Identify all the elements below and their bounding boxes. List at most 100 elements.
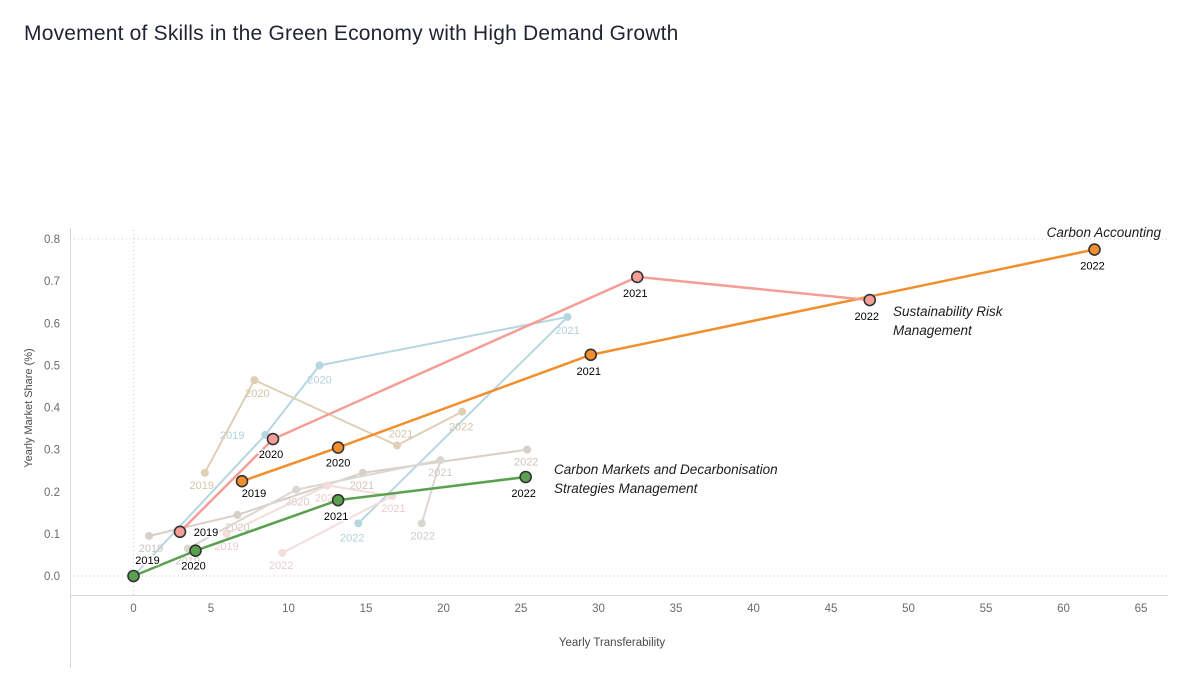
data-point-Carbon Markets and Decarbonisation Strategies Management-2021[interactable] — [331, 493, 345, 507]
data-point-faded-pink-2022[interactable] — [278, 548, 287, 557]
year-label-Sustainability Risk Management: 2020 — [259, 449, 283, 461]
year-label-Carbon Accounting: 2019 — [242, 488, 266, 500]
year-label-faded-light-blue: 2022 — [340, 532, 364, 544]
series-line-Carbon Markets and Decarbonisation Strategies Management — [132, 475, 527, 578]
year-label-faded-gray-2: 2019 — [176, 556, 200, 568]
year-label-faded-tan: 2021 — [389, 428, 413, 440]
axes — [70, 228, 1168, 668]
y-tick-label: 0.8 — [44, 234, 60, 246]
y-axis-title: Yearly Market Share (%) — [23, 348, 35, 467]
y-tick-label: 0.4 — [44, 403, 61, 415]
data-point-faded-light-blue-2021[interactable] — [563, 312, 572, 321]
data-point-Carbon Markets and Decarbonisation Strategies Management-2019[interactable] — [127, 569, 140, 583]
year-label-faded-pink: 2022 — [269, 560, 293, 572]
data-point-Sustainability Risk Management-2020[interactable] — [266, 432, 280, 446]
data-point-faded-tan-2022[interactable] — [458, 407, 467, 416]
data-point-faded-gray-1-2020[interactable] — [233, 510, 242, 519]
year-label-faded-gray-2: 2021 — [428, 467, 452, 479]
y-tick-label: 0.5 — [44, 360, 60, 372]
series-line-Sustainability Risk Management — [178, 275, 871, 534]
y-tick-label: 0.2 — [44, 487, 60, 499]
data-point-Carbon Accounting-2020[interactable] — [331, 441, 345, 454]
x-tick-label: 20 — [437, 603, 450, 615]
x-tick-label: 45 — [825, 603, 838, 615]
x-tick-label: 65 — [1135, 603, 1148, 615]
y-tick-label: 0.3 — [44, 445, 60, 457]
x-tick-label: 60 — [1057, 603, 1070, 615]
data-point-faded-gray-1-2022[interactable] — [523, 445, 532, 454]
tick-labels: 0 5 10 15 20 25 30 35 40 45 50 55 60 65 0.0 0.1 0.2 0.3 0.… — [23, 234, 1147, 649]
series-annotation: Carbon Accounting — [1047, 225, 1162, 240]
data-point-Carbon Accounting-2022[interactable] — [1088, 243, 1101, 256]
data-point-faded-gray-1-2019[interactable] — [145, 531, 153, 540]
year-label-faded-light-blue: 2020 — [307, 374, 331, 386]
series-line-Carbon Accounting — [240, 248, 1096, 483]
x-tick-label: 0 — [130, 603, 136, 615]
x-tick-label: 10 — [282, 603, 295, 615]
year-label-Carbon Accounting: 2022 — [1080, 261, 1104, 273]
year-label-faded-tan: 2022 — [449, 422, 473, 434]
data-point-Carbon Accounting-2021[interactable] — [584, 348, 598, 362]
data-point-Sustainability Risk Management-2022[interactable] — [863, 293, 877, 307]
year-label-Carbon Accounting: 2021 — [577, 366, 601, 378]
series-line-faded-gray-2 — [186, 459, 442, 550]
faded-series-group: 2019202020212022201920202021202220192020… — [129, 312, 580, 580]
data-point-Sustainability Risk Management-2019[interactable] — [173, 525, 187, 539]
data-point-faded-pink-2019[interactable] — [222, 529, 231, 538]
series-annotation: Carbon Markets and Decarbonisation — [554, 462, 778, 477]
y-tick-label: 0.1 — [44, 529, 60, 541]
x-tick-label: 35 — [670, 603, 683, 615]
year-label-Carbon Markets and Decarbonisation Strategies Management: 2020 — [181, 561, 205, 573]
year-label-Sustainability Risk Management: 2019 — [194, 527, 218, 539]
series-line-faded-gray-1 — [148, 448, 529, 537]
y-tick-label: 0.7 — [44, 276, 60, 288]
year-label-faded-tan: 2019 — [190, 480, 214, 492]
data-point-Carbon Markets and Decarbonisation Strategies Management-2020[interactable] — [189, 544, 202, 558]
series-line-faded-tan — [203, 379, 464, 474]
data-point-faded-light-blue-2020[interactable] — [315, 361, 324, 370]
x-axis-title: Yearly Transferability — [559, 637, 666, 649]
y-tick-label: 0.0 — [44, 571, 60, 583]
year-label-faded-light-blue: 2021 — [555, 325, 579, 337]
series-annotation: Strategies Management — [554, 481, 699, 496]
data-point-faded-gray-2-2022[interactable] — [417, 519, 426, 528]
series-annotation: Sustainability Risk — [893, 304, 1004, 319]
data-point-Sustainability Risk Management-2021[interactable] — [630, 270, 644, 284]
data-point-faded-tan-2021[interactable] — [393, 441, 401, 450]
year-label-faded-gray-1: 2019 — [139, 543, 163, 555]
year-label-Carbon Markets and Decarbonisation Strategies Management: 2021 — [324, 511, 348, 523]
series-line-faded-pink — [225, 484, 394, 554]
x-tick-label: 25 — [515, 603, 528, 615]
data-point-faded-tan-2019[interactable] — [200, 468, 209, 477]
data-point-faded-gray-2-2020[interactable] — [292, 485, 301, 494]
x-tick-label: 40 — [747, 603, 760, 615]
data-point-Carbon Accounting-2019[interactable] — [235, 474, 249, 488]
data-point-faded-tan-2020[interactable] — [250, 376, 259, 385]
year-label-faded-gray-1: 2021 — [350, 480, 374, 492]
year-label-Carbon Markets and Decarbonisation Strategies Management: 2022 — [511, 488, 535, 500]
x-tick-label: 15 — [360, 603, 373, 615]
data-point-faded-gray-2-2021[interactable] — [436, 456, 445, 465]
y-tick-label: 0.6 — [44, 318, 60, 330]
series-annotations: Carbon Accounting Sustainability Risk Mana… — [554, 225, 1161, 496]
year-label-faded-gray-1: 2022 — [514, 457, 538, 469]
year-label-Carbon Markets and Decarbonisation Strategies Management: 2019 — [135, 555, 159, 567]
x-tick-label: 30 — [592, 603, 605, 615]
year-label-faded-gray-2: 2020 — [285, 497, 309, 509]
year-label-faded-gray-2: 2022 — [411, 530, 435, 542]
year-label-Sustainability Risk Management: 2021 — [623, 288, 647, 300]
year-label-faded-pink: 2021 — [381, 503, 405, 515]
year-label-faded-pink: 2019 — [214, 541, 238, 553]
data-point-faded-light-blue-2022[interactable] — [354, 519, 363, 528]
chart-title: Movement of Skills in the Green Economy … — [24, 22, 679, 45]
year-label-Carbon Accounting: 2020 — [326, 458, 350, 470]
year-label-Sustainability Risk Management: 2022 — [855, 311, 879, 323]
year-label-faded-tan: 2020 — [245, 388, 269, 400]
x-tick-label: 55 — [980, 603, 993, 615]
data-point-faded-pink-2020[interactable] — [323, 481, 332, 490]
data-point-Carbon Markets and Decarbonisation Strategies Management-2022[interactable] — [519, 470, 532, 484]
x-tick-label: 5 — [208, 603, 214, 615]
